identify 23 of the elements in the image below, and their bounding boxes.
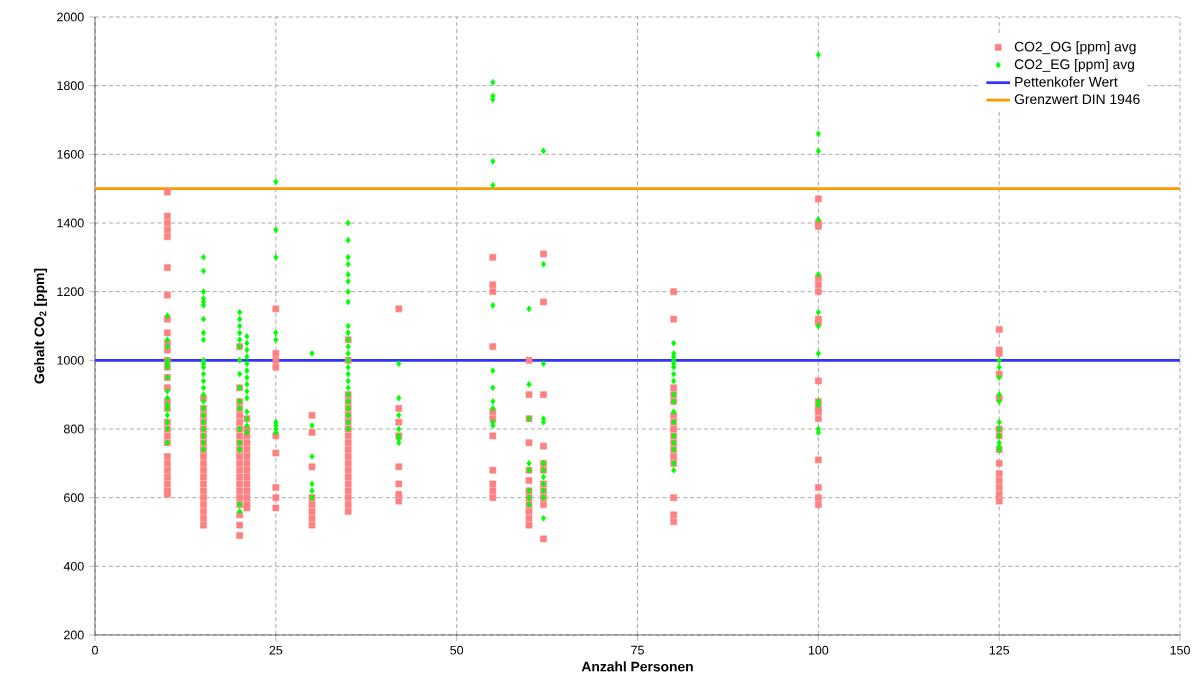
x-tick-label: 100 [808,645,829,655]
x-axis-title: Anzahl Personen [581,661,693,672]
y-tick-label: 200 [64,630,84,640]
x-tick-label: 25 [269,645,283,655]
y-tick-label: 1200 [57,287,84,297]
x-tick-label: 125 [989,645,1010,655]
legend-label: CO2_EG [ppm] avg [1014,58,1134,72]
y-tick-label: 2000 [57,12,84,22]
x-tick-label: 75 [631,645,644,655]
x-tick-label: 50 [450,645,464,655]
y-tick-label: 1800 [57,81,84,91]
x-tick-label: 150 [1170,645,1190,655]
y-axis-title: Gehalt CO$_{2}$ [ppm] [34,268,47,384]
legend-label: Pettenkofer Wert [1015,76,1118,87]
y-tick-label: 400 [63,561,84,571]
y-tick-label: 1400 [57,218,84,228]
y-tick-label: 1000 [57,355,84,365]
y-tick-label: 800 [63,424,84,434]
legend-label: CO2_OG [ppm] avg [1014,41,1136,55]
legend-label: Grenzwert DIN 1946 [1014,94,1140,105]
x-tick-label: 0 [92,645,98,655]
y-tick-label: 1600 [57,149,84,159]
y-tick-label: 600 [64,493,84,503]
